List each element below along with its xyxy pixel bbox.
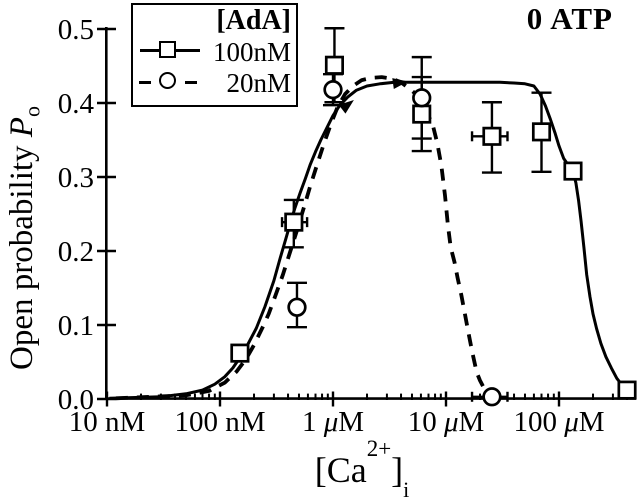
legend-title: [AdA]: [216, 5, 291, 36]
y-tick-label: 0.0: [58, 384, 94, 416]
x-axis-title-superscript: 2+: [366, 436, 392, 461]
y-axis-symbol: P: [4, 117, 40, 138]
y-axis-title: Open probability Po: [2, 68, 45, 408]
data-point-square: [531, 122, 552, 142]
x-tick-label: 10 nM: [69, 406, 146, 438]
legend-entry-100nM: 100nM: [212, 37, 291, 67]
data-point-square: [284, 212, 304, 232]
y-axis-symbol-subscript: o: [19, 106, 45, 118]
y-axis-title-text: Open probability: [4, 145, 40, 370]
legend-entry-20nM: 20nM: [226, 68, 291, 98]
x-axis-title-close: ]: [391, 450, 404, 490]
circle-marker-icon: [159, 72, 176, 89]
data-point-square: [230, 343, 250, 363]
data-point-square: [617, 380, 637, 400]
y-tick-label: 0.1: [58, 310, 94, 342]
x-tick-label: 100 μM: [513, 406, 604, 438]
direction-arrow-icon: [338, 100, 354, 114]
x-axis-title-text: [Ca: [314, 450, 367, 490]
y-tick-label: 0.4: [58, 88, 95, 120]
y-tick-label: 0.5: [58, 14, 94, 46]
dashed-line-sample: [185, 81, 197, 84]
y-tick-label: 0.3: [58, 162, 94, 194]
x-axis-title: [Ca2+]i: [314, 436, 410, 498]
x-axis-title-subscript: i: [403, 477, 410, 498]
data-point-circle: [323, 80, 343, 100]
curve-20nM: [115, 75, 504, 401]
data-point-square: [324, 55, 345, 75]
data-point-square: [482, 126, 502, 146]
legend: [AdA] 100nM 20nM: [131, 3, 298, 107]
data-point-square: [563, 161, 583, 181]
square-marker-icon: [159, 41, 176, 58]
x-tick-label: 1 μM: [302, 406, 364, 438]
x-tick-label: 100 nM: [174, 406, 265, 438]
data-point-circle: [412, 88, 432, 108]
data-point-circle: [482, 387, 502, 407]
data-point-square: [412, 104, 432, 124]
data-point-circle: [287, 297, 307, 317]
y-tick-label: 0.2: [58, 236, 94, 268]
condition-label: 0 ATP: [526, 1, 613, 36]
direction-arrow-icon: [392, 78, 408, 90]
dashed-line-sample: [139, 81, 151, 84]
curve-100nM: [109, 80, 636, 400]
x-tick-label: 10 μM: [408, 406, 485, 438]
